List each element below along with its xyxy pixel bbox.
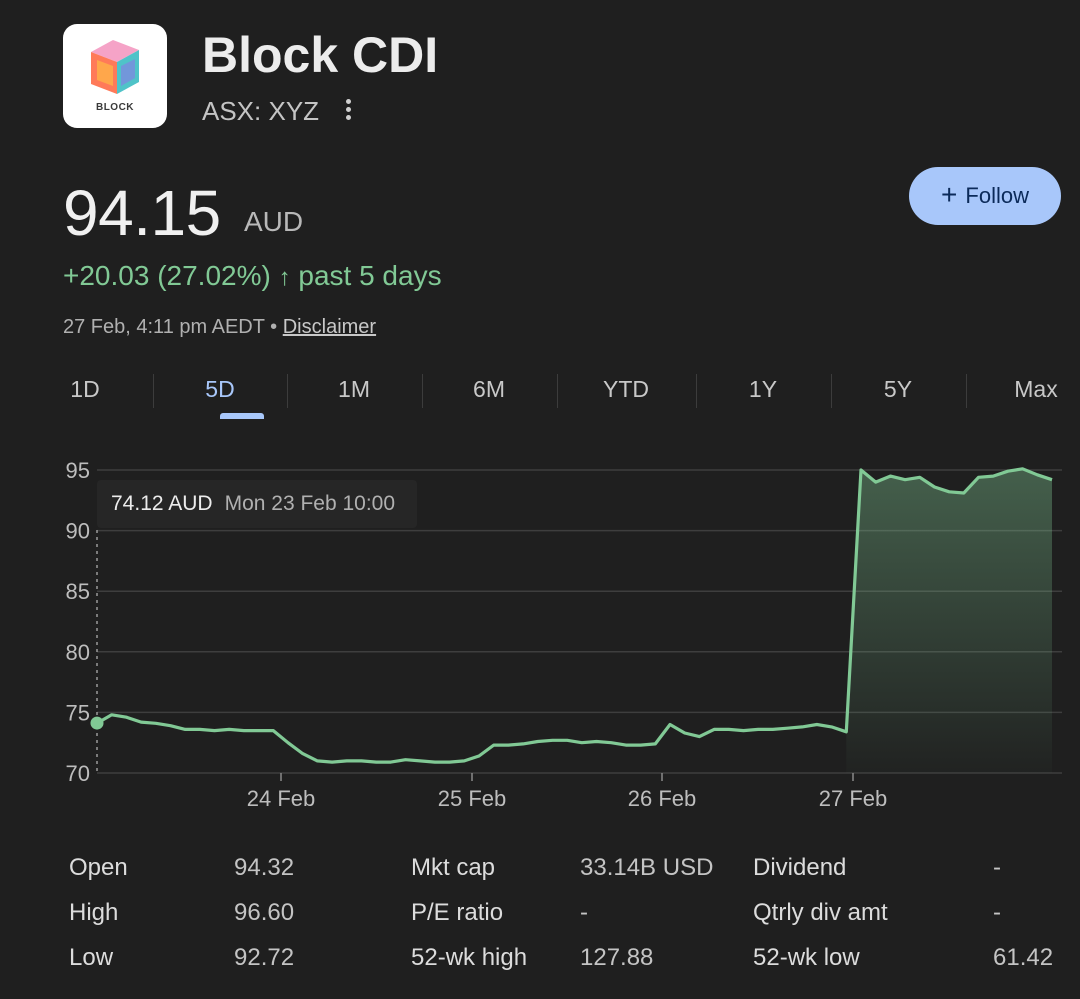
stat-label-52wk-high: 52-wk high (411, 944, 528, 971)
tooltip-value: 74.12 AUD (111, 492, 213, 515)
stat-label-dividend: Dividend (753, 854, 847, 881)
tab-5y[interactable]: 5Y (883, 376, 913, 402)
stat-value-high: 96.60 (234, 899, 295, 926)
stock-title: Block CDI (202, 27, 439, 83)
stats-row: High 96.60 P/E ratio - Qtrly div amt - (0, 891, 1080, 935)
tab-ytd[interactable]: YTD (603, 376, 649, 402)
stat-value-52wk-low: 61.42 (993, 944, 1054, 971)
price-area-fill (846, 468, 1052, 773)
stat-value-dividend: - (993, 854, 1001, 881)
stat-value-52wk-high: 127.88 (580, 944, 654, 971)
ticker-symbol: ASX: XYZ (202, 96, 320, 126)
tab-divider (966, 374, 967, 408)
follow-button[interactable]: + Follow (909, 167, 1061, 225)
tab-6m[interactable]: 6M (473, 376, 505, 402)
tab-1m[interactable]: 1M (338, 376, 370, 402)
range-tabs: 1D 5D 1M 6M YTD 1Y 5Y Max (0, 366, 1080, 422)
y-tick-label: 75 (66, 700, 90, 725)
y-tick-label: 90 (66, 519, 90, 544)
tab-divider (831, 374, 832, 408)
stats-row: Open 94.32 Mkt cap 33.14B USD Dividend - (0, 846, 1080, 890)
change-period: past 5 days (298, 260, 442, 291)
arrow-up-icon: ↑ (278, 264, 291, 291)
x-tick-label: 26 Feb (628, 786, 697, 811)
tab-5d[interactable]: 5D (205, 376, 235, 402)
y-tick-label: 95 (66, 458, 90, 483)
stat-label-mkt-cap: Mkt cap (411, 854, 496, 881)
quote-meta: 27 Feb, 4:11 pm AEDT • Disclaimer (63, 316, 376, 339)
follow-label: Follow (965, 183, 1029, 208)
price-change: +20.03 (27.02%) ↑ past 5 days (63, 260, 442, 292)
stat-value-low: 92.72 (234, 944, 295, 971)
more-vert-icon[interactable] (338, 96, 358, 124)
x-tick-label: 25 Feb (438, 786, 507, 811)
stat-label-high: High (69, 899, 119, 926)
stat-label-open: Open (69, 854, 128, 881)
company-logo: BLOCK (63, 24, 167, 128)
y-tick-label: 80 (66, 640, 90, 665)
active-tab-indicator (220, 413, 264, 419)
tab-1y[interactable]: 1Y (748, 376, 778, 402)
price-currency: AUD (244, 206, 304, 237)
stat-label-pe-ratio: P/E ratio (411, 899, 504, 926)
stat-label-qtrly-div: Qtrly div amt (753, 899, 888, 926)
stats-row: Low 92.72 52-wk high 127.88 52-wk low 61… (0, 936, 1080, 980)
logo-wordmark: BLOCK (95, 102, 135, 113)
disclaimer-link[interactable]: Disclaimer (282, 316, 377, 338)
tab-divider (557, 374, 558, 408)
tab-divider (287, 374, 288, 408)
stat-value-open: 94.32 (234, 854, 295, 881)
stat-value-mkt-cap: 33.14B USD (580, 854, 714, 881)
change-amount: +20.03 (27.02%) (63, 260, 271, 291)
hover-marker (90, 716, 104, 730)
quote-timestamp: 27 Feb, 4:11 pm AEDT (63, 316, 265, 338)
current-price: 94.15 (63, 177, 221, 249)
x-tick-label: 24 Feb (247, 786, 316, 811)
tab-divider (696, 374, 697, 408)
tab-1d[interactable]: 1D (70, 376, 100, 402)
stat-value-qtrly-div: - (993, 899, 1001, 926)
stat-label-52wk-low: 52-wk low (753, 944, 860, 971)
y-tick-label: 85 (66, 579, 90, 604)
stat-label-low: Low (69, 944, 114, 971)
price-chart[interactable]: 95 90 85 80 75 70 24 Feb 25 Feb 26 Feb 27 Feb (0, 440, 1080, 820)
price-line (96, 467, 1053, 764)
chart-tooltip: 74.12 AUD Mon 23 Feb 10:00 (97, 480, 417, 528)
y-tick-label: 70 (66, 761, 90, 786)
tooltip-date: Mon 23 Feb 10:00 (224, 492, 396, 515)
block-logo-icon (91, 40, 139, 94)
tab-divider (153, 374, 154, 408)
meta-separator: • (270, 316, 278, 338)
x-tick-label: 27 Feb (819, 786, 888, 811)
tab-max[interactable]: Max (1014, 376, 1058, 402)
plus-icon: + (941, 178, 958, 210)
stat-value-pe-ratio: - (580, 899, 588, 926)
tab-divider (422, 374, 423, 408)
